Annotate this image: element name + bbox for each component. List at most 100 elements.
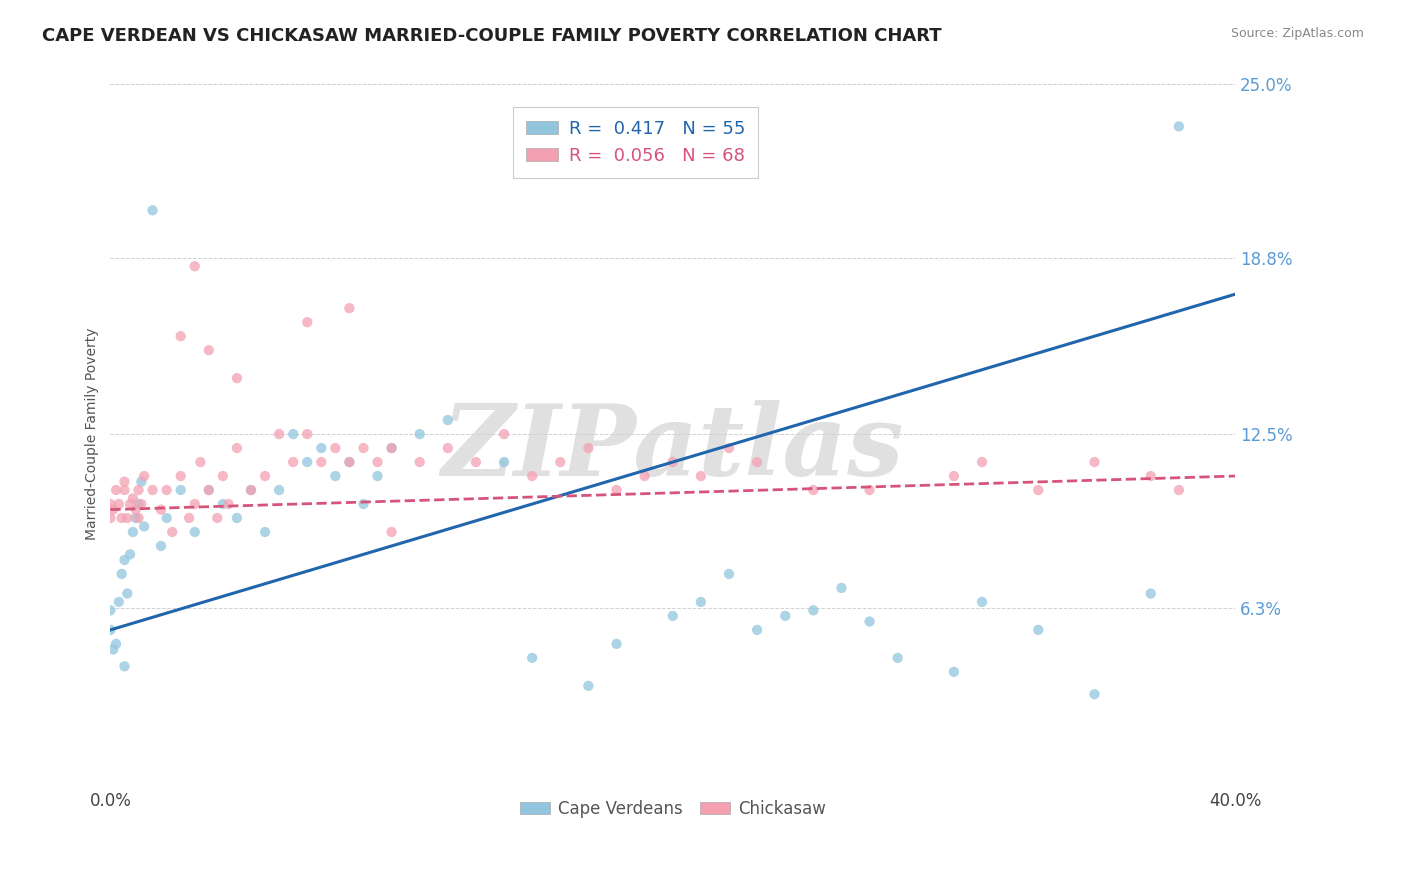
Point: [212, 497, 235, 511]
Point: [1083, 687, 1105, 701]
Point: [114, 475, 136, 489]
Point: [226, 511, 249, 525]
Point: [170, 483, 193, 497]
Point: [111, 566, 134, 581]
Point: [367, 469, 389, 483]
Point: [150, 502, 173, 516]
Point: [105, 483, 128, 497]
Point: [179, 511, 201, 525]
Point: [108, 497, 131, 511]
Point: [576, 679, 599, 693]
Point: [190, 455, 212, 469]
Point: [745, 455, 768, 469]
Point: [717, 566, 740, 581]
Point: [381, 441, 404, 455]
Point: [240, 483, 263, 497]
Point: [128, 511, 150, 525]
Point: [108, 595, 131, 609]
Point: [117, 586, 139, 600]
Point: [240, 483, 263, 497]
Point: [381, 524, 404, 539]
Point: [886, 651, 908, 665]
Point: [297, 455, 319, 469]
Point: [156, 511, 179, 525]
Point: [520, 469, 543, 483]
Point: [114, 553, 136, 567]
Point: [131, 475, 153, 489]
Point: [134, 469, 156, 483]
Point: [311, 455, 333, 469]
Point: [254, 469, 277, 483]
Point: [409, 455, 432, 469]
Point: [170, 329, 193, 343]
Point: [120, 497, 142, 511]
Point: [114, 483, 136, 497]
Point: [103, 502, 125, 516]
Point: [661, 455, 683, 469]
Point: [254, 524, 277, 539]
Point: [942, 469, 965, 483]
Point: [103, 642, 125, 657]
Point: [134, 519, 156, 533]
Legend: Cape Verdeans, Chickasaw: Cape Verdeans, Chickasaw: [513, 793, 832, 824]
Point: [142, 203, 165, 218]
Point: [1167, 483, 1189, 497]
Point: [297, 427, 319, 442]
Text: ZIPatlas: ZIPatlas: [441, 400, 904, 496]
Point: [1139, 586, 1161, 600]
Point: [311, 441, 333, 455]
Point: [128, 483, 150, 497]
Point: [162, 524, 184, 539]
Point: [150, 539, 173, 553]
Point: [689, 469, 711, 483]
Point: [269, 483, 291, 497]
Point: [125, 511, 148, 525]
Point: [184, 497, 207, 511]
Point: [970, 595, 993, 609]
Point: [661, 608, 683, 623]
Point: [198, 483, 221, 497]
Point: [120, 547, 142, 561]
Point: [353, 497, 375, 511]
Point: [111, 511, 134, 525]
Point: [465, 455, 488, 469]
Point: [576, 441, 599, 455]
Point: [128, 497, 150, 511]
Point: [773, 608, 796, 623]
Point: [858, 483, 880, 497]
Point: [170, 469, 193, 483]
Point: [437, 413, 460, 427]
Point: [269, 427, 291, 442]
Point: [198, 483, 221, 497]
Point: [970, 455, 993, 469]
Point: [801, 483, 824, 497]
Point: [131, 497, 153, 511]
Point: [1026, 483, 1049, 497]
Point: [437, 441, 460, 455]
Point: [1026, 623, 1049, 637]
Point: [117, 511, 139, 525]
Point: [717, 441, 740, 455]
Text: Source: ZipAtlas.com: Source: ZipAtlas.com: [1230, 27, 1364, 40]
Point: [745, 623, 768, 637]
Point: [100, 511, 122, 525]
Point: [492, 427, 515, 442]
Point: [339, 301, 361, 316]
Point: [212, 469, 235, 483]
Point: [105, 637, 128, 651]
Point: [367, 455, 389, 469]
Point: [297, 315, 319, 329]
Point: [830, 581, 852, 595]
Point: [381, 441, 404, 455]
Point: [605, 483, 627, 497]
Point: [218, 497, 240, 511]
Point: [142, 483, 165, 497]
Point: [100, 497, 122, 511]
Point: [226, 441, 249, 455]
Point: [156, 483, 179, 497]
Point: [1139, 469, 1161, 483]
Point: [100, 623, 122, 637]
Point: [339, 455, 361, 469]
Point: [548, 455, 571, 469]
Point: [198, 343, 221, 358]
